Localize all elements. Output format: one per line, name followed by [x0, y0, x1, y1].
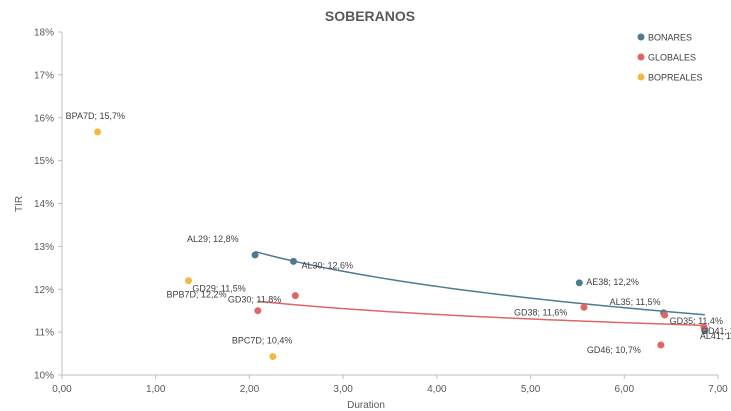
data-label: AL35; 11,5%: [610, 297, 661, 307]
y-tick-label: 10%: [34, 371, 54, 382]
data-label: GD30; 11,8%: [228, 295, 281, 305]
data-point: [269, 353, 277, 361]
y-tick-label: 12%: [34, 285, 54, 296]
data-labels: AL29; 12,8% AL30; 12,6% AE38; 12,2% AL35; 1…: [66, 111, 731, 355]
y-tick-label: 16%: [34, 113, 54, 124]
legend-marker: [637, 73, 645, 81]
x-tick-label: 5,00: [521, 384, 541, 395]
data-point: [185, 277, 193, 285]
x-tick-label: 7,00: [708, 384, 728, 395]
legend-marker: [637, 53, 645, 61]
data-point: [657, 341, 665, 349]
x-tick-label: 4,00: [427, 384, 447, 395]
data-point: [251, 251, 259, 259]
trendlines: [254, 250, 705, 327]
legend-entry: BONARES: [648, 33, 692, 43]
trendline-globales: [257, 300, 704, 327]
legend-marker: [637, 33, 645, 41]
trendline-bonares: [254, 250, 705, 316]
data-point: [575, 279, 583, 287]
data-label: BPA7D; 15,7%: [66, 111, 125, 121]
data-label: GD29; 11,5%: [192, 284, 245, 294]
data-point: [661, 311, 669, 319]
data-label: BPB7D; 12,2%: [167, 290, 227, 300]
data-points: [94, 128, 709, 361]
data-label: GD35; 11,4%: [670, 316, 723, 326]
x-tick-label: 6,00: [615, 384, 635, 395]
y-tick-label: 17%: [34, 70, 54, 81]
data-label: GD38; 11,6%: [514, 307, 567, 317]
data-label: AL30; 12,6%: [301, 260, 353, 270]
y-tick-label: 14%: [34, 199, 54, 210]
data-label: GD46; 10,7%: [587, 345, 641, 355]
data-label: AE38; 12,2%: [586, 277, 639, 287]
data-label: AL29; 12,8%: [187, 234, 239, 244]
x-tick-label: 1,00: [146, 384, 166, 395]
y-tick-label: 11%: [35, 328, 54, 339]
x-tick-label: 0,00: [52, 384, 72, 395]
data-label: BPC7D; 10,4%: [232, 336, 293, 346]
data-point: [289, 257, 297, 265]
data-point: [254, 307, 262, 315]
x-tick-label: 2,00: [240, 384, 260, 395]
x-tick-label: 3,00: [333, 384, 353, 395]
legend-entry: GLOBALES: [648, 53, 696, 63]
data-point: [291, 292, 299, 300]
data-label: GD41; 11,1: [701, 326, 731, 336]
y-tick-label: 18%: [34, 28, 54, 39]
y-tick-label: 13%: [34, 242, 54, 253]
y-tick-label: 15%: [34, 156, 54, 167]
chart-title: SOBERANOS: [325, 8, 415, 24]
data-point: [700, 323, 708, 331]
data-point: [580, 303, 588, 311]
axes: 10% 11% 12% 13% 14% 15% 16% 17% 18% 0,00 1,00 2,00 3…: [34, 28, 728, 396]
data-label: AL41; 11,0: [700, 331, 731, 341]
legend-entry: BOPREALES: [648, 73, 703, 83]
legend: BONARES GLOBALES BOPREALES: [637, 33, 703, 83]
y-axis-title: TIR: [14, 196, 25, 212]
data-point: [94, 128, 102, 136]
x-axis-title: Duration: [347, 400, 385, 411]
